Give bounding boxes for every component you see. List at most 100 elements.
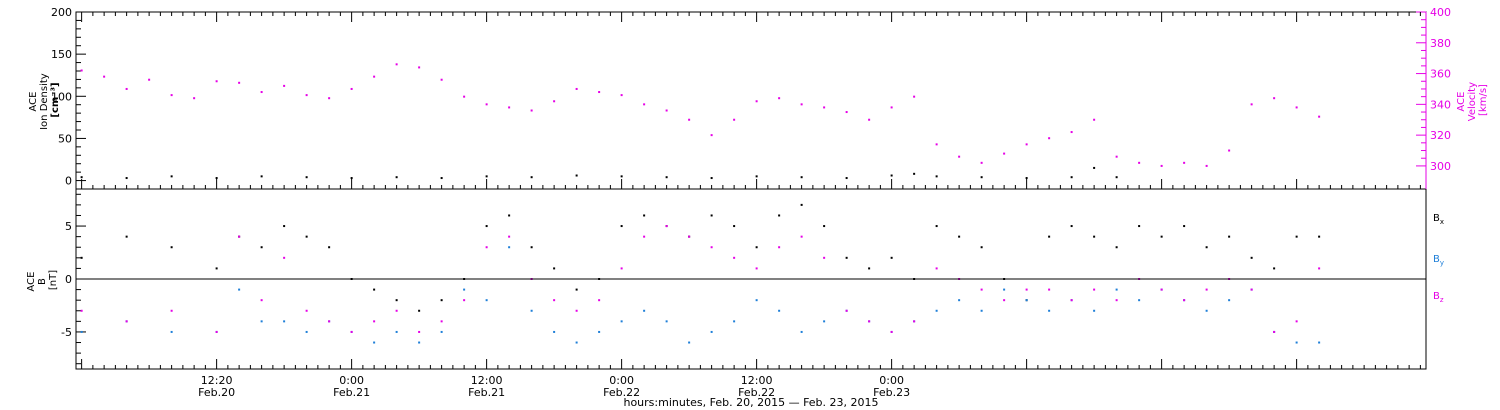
legend-bx: Bx <box>1433 213 1444 226</box>
bottom-series-0-point <box>868 267 871 270</box>
bottom-series-2-point <box>800 235 803 238</box>
top-panel-points <box>80 63 1321 180</box>
top-left-axis-title: ACE Ion Density [cm⁻³] <box>28 70 61 130</box>
bottom-series-2-point <box>170 309 173 312</box>
top-series-1-point <box>620 94 623 97</box>
bottom-series-2-point <box>1093 288 1096 291</box>
bottom-series-1-point <box>283 320 286 323</box>
top-series-1-point <box>80 69 83 72</box>
bottom-series-1-point <box>1138 299 1141 302</box>
bottom-series-2-point <box>1048 288 1051 291</box>
top-right-axis-title: ACE Velocity [km/s] <box>1456 79 1489 121</box>
top-series-1-point <box>238 81 241 84</box>
bottom-series-2-point <box>845 309 848 312</box>
top-right-tick-label: 380 <box>1430 37 1451 50</box>
bottom-series-2-point <box>1250 288 1253 291</box>
legend: Bx By Bz <box>1433 213 1444 304</box>
top-series-1-point <box>418 66 421 69</box>
bottom-series-1-point <box>463 288 466 291</box>
bottom-series-0-point <box>1138 225 1141 228</box>
top-series-1-point <box>845 111 848 114</box>
bottom-series-1-point <box>643 309 646 312</box>
x-tick-date-label: Feb.22 <box>603 386 640 399</box>
top-series-1-point <box>1205 164 1208 167</box>
top-series-1-point <box>553 100 556 103</box>
bottom-series-2-point <box>328 320 331 323</box>
bottom-series-2-point <box>1160 288 1163 291</box>
top-series-1-point <box>148 78 151 81</box>
top-series-0-point <box>800 176 803 179</box>
top-series-1-point <box>260 91 263 94</box>
bottom-series-0-point <box>260 246 263 249</box>
bottom-series-2-point <box>643 235 646 238</box>
x-tick-time-label: 12:00 <box>471 374 503 387</box>
x-tick-date-label: Feb.21 <box>333 386 370 399</box>
top-series-0-point <box>1115 176 1118 179</box>
top-series-1-point <box>1183 161 1186 164</box>
top-series-1-point <box>1318 115 1321 118</box>
bottom-series-1-point <box>80 330 83 333</box>
top-right-tick-label: 400 <box>1430 6 1451 19</box>
bottom-series-1-point <box>800 330 803 333</box>
bottom-series-1-point <box>1093 309 1096 312</box>
bottom-series-2-point <box>350 330 353 333</box>
bottom-series-2-point <box>1295 320 1298 323</box>
top-series-1-point <box>665 109 668 112</box>
legend-bz-sub: z <box>1440 296 1444 304</box>
top-series-1-point <box>1160 164 1163 167</box>
top-series-0-point <box>125 177 128 180</box>
top-left-tick-label: 200 <box>51 6 72 19</box>
bottom-series-1-point <box>665 320 668 323</box>
bottom-series-0-point <box>283 225 286 228</box>
x-tick-time-label: 12:20 <box>201 374 233 387</box>
top-series-0-point <box>485 175 488 178</box>
bottom-series-2-point <box>283 256 286 259</box>
top-right-axis-title-line1: ACE <box>1456 92 1467 112</box>
bottom-series-1-point <box>733 320 736 323</box>
bottom-series-1-point <box>1025 299 1028 302</box>
bottom-series-0-point <box>980 246 983 249</box>
legend-by: By <box>1433 254 1444 267</box>
bottom-series-1-point <box>170 330 173 333</box>
bottom-series-1-point <box>260 320 263 323</box>
top-series-1-point <box>193 97 196 100</box>
top-left-axis-title-line2: Ion Density <box>39 73 50 130</box>
bottom-series-1-point <box>508 246 511 249</box>
top-series-1-point <box>643 103 646 106</box>
x-tick-date-label: Feb.21 <box>468 386 505 399</box>
bottom-series-2-point <box>215 330 218 333</box>
top-panel-frame <box>75 11 1427 190</box>
bottom-series-0-point <box>800 203 803 206</box>
top-right-tick-label: 320 <box>1430 129 1451 142</box>
top-series-1-point <box>800 103 803 106</box>
bottom-series-0-point <box>553 267 556 270</box>
bottom-series-1-point <box>980 309 983 312</box>
bottom-series-0-point <box>778 214 781 217</box>
bottom-series-2-point <box>1205 288 1208 291</box>
top-series-1-point <box>710 134 713 137</box>
top-series-1-point <box>913 95 916 98</box>
bottom-series-2-point <box>305 309 308 312</box>
legend-by-sub: y <box>1440 259 1444 267</box>
top-left-axis-title-line3: [cm⁻³] <box>50 82 61 117</box>
bottom-series-2-point <box>125 320 128 323</box>
x-tick-time-label: 12:00 <box>741 374 773 387</box>
bottom-series-1-point <box>935 309 938 312</box>
bottom-series-0-point <box>733 225 736 228</box>
bottom-series-0-point <box>395 299 398 302</box>
bottom-left-y-ticks: -5 0 5 <box>61 193 86 365</box>
bottom-series-0-point <box>1093 235 1096 238</box>
bottom-series-0-point <box>845 256 848 259</box>
bottom-series-0-point <box>80 256 83 259</box>
bottom-series-2-point <box>1070 299 1073 302</box>
top-series-1-point <box>755 100 758 103</box>
x-tick-time-label: 0:00 <box>609 374 634 387</box>
top-series-0-point <box>620 175 623 178</box>
bottom-series-0-point <box>1228 235 1231 238</box>
bottom-series-1-point <box>305 330 308 333</box>
top-series-1-point <box>305 94 308 97</box>
top-series-1-point <box>823 106 826 109</box>
bottom-series-0-point <box>1183 225 1186 228</box>
top-series-0-point <box>170 175 173 178</box>
bottom-series-2-point <box>463 299 466 302</box>
